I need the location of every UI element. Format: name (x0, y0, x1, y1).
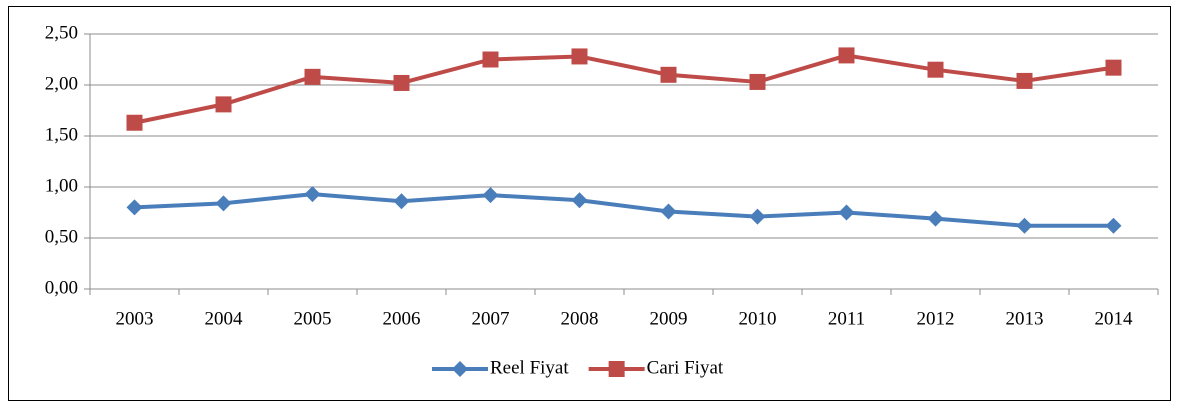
point-marker (1105, 217, 1122, 234)
series-line (134, 53, 1114, 125)
x-tick-label: 2004 (205, 308, 244, 329)
legend-label: Reel Fiyat (490, 357, 569, 378)
legend-marker (452, 361, 468, 377)
legend-label: Cari Fiyat (647, 357, 724, 378)
y-tick-label: 1,50 (45, 124, 78, 145)
point-marker (571, 192, 588, 209)
point-marker (126, 199, 143, 216)
series-line (134, 192, 1114, 228)
point-marker (393, 193, 410, 210)
point-marker (749, 208, 766, 225)
x-tick-label: 2013 (1006, 308, 1044, 329)
point-marker (927, 210, 944, 227)
point-marker (482, 51, 499, 68)
x-tick-label: 2008 (561, 308, 599, 329)
point-marker (838, 204, 855, 221)
x-tick-label: 2009 (650, 308, 688, 329)
point-marker (393, 74, 410, 91)
y-tick-label: 2,50 (45, 22, 78, 43)
y-tick-label: 0,50 (45, 226, 78, 247)
point-marker (304, 186, 321, 203)
point-marker (660, 203, 677, 220)
point-marker (215, 195, 232, 212)
x-tick-label: 2012 (917, 308, 955, 329)
point-marker (126, 114, 143, 131)
point-marker (1105, 59, 1122, 76)
point-marker (304, 68, 321, 85)
x-tick-label: 2014 (1095, 308, 1134, 329)
point-marker (927, 61, 944, 78)
x-tick-label: 2010 (739, 308, 777, 329)
x-tick-label: 2007 (472, 308, 510, 329)
y-tick-label: 1,00 (45, 175, 78, 196)
point-marker (215, 96, 232, 113)
point-marker (1016, 72, 1033, 89)
legend-marker (608, 361, 625, 377)
point-marker (482, 187, 499, 204)
point-marker (571, 48, 588, 65)
point-marker (1016, 217, 1033, 234)
point-marker (660, 66, 677, 83)
y-tick-label: 2,00 (45, 73, 78, 94)
point-marker (749, 73, 766, 90)
x-tick-label: 2005 (294, 308, 332, 329)
x-tick-label: 2011 (828, 308, 865, 329)
x-tick-label: 2003 (116, 308, 154, 329)
y-tick-label: 0,00 (45, 277, 78, 298)
point-marker (838, 47, 855, 64)
x-tick-label: 2006 (383, 308, 421, 329)
